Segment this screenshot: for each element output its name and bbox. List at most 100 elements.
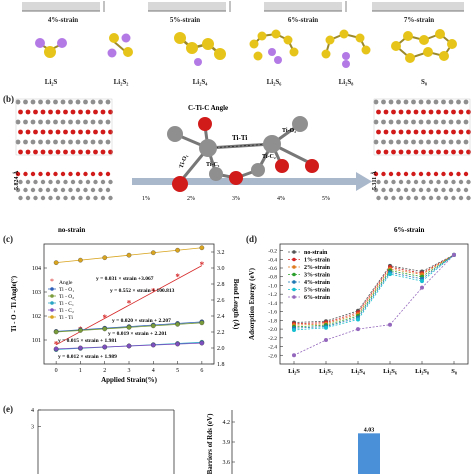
chart-c-xtick-label: 6 [200,368,203,374]
chart-c-point-3-0 [53,329,59,335]
molecules-row [35,29,457,68]
strain-label-4: 4%-strain [47,16,79,24]
slab-6-strain [373,98,471,201]
chart-strain-bond: 0 1 2 3 4 5 6 101 102 103 104 1.8 2.0 2.2 2.4 2.6 2.8 3.0… [10,243,240,384]
chart-d-ytick-label: -1.0 [268,283,277,289]
chart-d-point-6-5 [452,252,456,257]
chart-d-ytick-label: -1.2 [268,292,277,298]
chart-d-ytick-label: -0.2 [268,249,277,255]
chart-c-legend-label: Ti - Ti [59,315,73,321]
chart-d-legend-label: 1%-strain [304,258,331,264]
chart-d-series-line-6 [293,254,455,356]
molecule-label-li2s4: Li₂S₄ [192,78,208,86]
molecule-li2s2 [107,33,133,58]
chart-c-y2tick-label: 3.0 [217,266,225,272]
molecule-li2s8 [321,29,371,68]
chart-c-legend-label: Ti - O₂ [59,294,74,300]
bond-label-tio1: Ti-O₁ [179,154,190,169]
chart-d-series-line-4 [293,254,455,329]
chart-c-legend-label: Ti - O₁ [59,287,74,293]
panel-a-slabs [22,1,464,12]
chart-c-point-1-6 [199,245,205,251]
chart-d-legend-label: 6%-strain [304,295,331,301]
molecule-label-li2s2: Li₂S₂ [113,78,129,86]
chart-e-ylabel: Barriers of Rds (eV) [206,413,214,474]
chart-c-xtick-label: 5 [176,368,179,374]
chart-c-point-3-4 [150,323,156,329]
chart-c-point-5-6 [199,340,205,346]
left-dimension: 5.824 Å [12,170,20,190]
chart-c-y2tick-label: 2.0 [217,346,225,352]
label-no-strain: no-strain [58,226,85,234]
label-6-strain: 6%-strain [394,226,424,234]
chart-d-xtick-label: Li₂S₆ [383,368,397,375]
chart-d-xtick-label: S₈ [451,368,457,375]
chart-d-ytick-label: -2.4 [268,345,277,351]
chart-c-point-1-5 [175,247,180,253]
arrow-tick-2: 2% [187,196,195,202]
chart-d-ytick-label: -1.4 [268,301,277,307]
chart-d-ytick-label: -2.0 [268,327,277,333]
chart-d-ytick-label: -0.6 [268,266,277,272]
molecule-li2s4 [174,32,226,66]
chart-d-legend-marker [292,250,296,254]
chart-d-legend-marker [292,287,296,292]
chart-d-legend-label: 3%-strain [304,273,331,279]
chart-c-legend-marker [50,315,54,319]
chart-c-xtick-label: 0 [55,368,58,374]
chart-e-ytick-label: 4 [31,408,34,414]
chart-d-point-6-1 [324,338,328,342]
arrow-tick-5: 5% [322,196,330,202]
chart-c-equation-4: y = 0.015 × strain + 1.981 [58,338,117,344]
strain-label-6: 6%-strain [287,16,319,24]
strain-arrow [132,172,372,191]
chart-e-ytick-label: 3 [31,424,34,430]
chart-d-point-5-4 [420,279,424,284]
chart-d-legend-label: no-strain [304,250,328,256]
chart-d-ylabel: Adsorption Energy (eV) [248,267,256,340]
right-dimension: 5.311 Å [370,170,378,190]
chart-c-point-0-3: * [127,299,132,309]
chart-d-legend-marker [292,280,296,284]
panel-a: 4%-strain 5%-strain 6%-strain 7%-strain [0,0,474,92]
chart-c-point-0-0: * [54,339,59,349]
chart-d-point-6-2 [356,327,360,332]
chart-d-xtick-label: Li₂S [288,368,300,375]
chart-c-point-5-3 [126,343,132,349]
chart-d-point-6-0 [292,353,296,358]
chart-c-point-1-4 [150,250,156,256]
chart-d-point-6-4 [420,285,424,290]
panel-e-tag: (e) [3,404,13,414]
chart-d-point-5-3 [388,272,392,277]
chart-d-point-5-0 [292,327,296,332]
chart-d-legend-marker [292,265,296,269]
chart-d-ytick-label: -2.2 [268,336,277,342]
chart-c-point-3-2 [102,326,108,332]
chart-c-legend-label: Ti - C₂ [59,308,74,314]
slab-strain-5 [148,1,231,12]
chart-adsorption-energy: -2.6 -2.4 -2.2 -2.0 -1.8 -1.6 -1.4 -1.2 -1.0 -0.8… [248,243,469,375]
chart-c-ytick-label: 103 [32,290,41,296]
chart-e-bar [358,433,380,474]
chart-c-xtick-label: 1 [79,368,82,374]
chart-c-point-3-1 [78,328,83,333]
chart-d-ytick-label: -0.8 [268,275,277,281]
slab-strain-7 [372,2,464,12]
molecule-s8 [391,29,457,63]
chart-c-ytick-label: 104 [32,266,41,272]
molecule-li2s [35,38,67,58]
chart-c-ytick-label: 101 [32,338,41,344]
chart-c-legend-marker [50,287,54,291]
chart-c-point-5-1 [78,345,83,351]
chart-c-equation-1: y = 0.552 × strain + 100.813 [110,288,175,294]
chart-d-legend-label: 5%-strain [304,288,331,294]
chart-c-y2tick-label: 3.2 [217,250,225,256]
chart-c-ylabel: Ti - O - Ti Angle(°) [10,275,18,332]
chart-c-y2tick-label: 2.8 [217,282,225,288]
molecule-label-li2s6: Li₂S₆ [266,78,282,86]
arrow-tick-3: 3% [232,196,240,202]
chart-c-legend-marker [50,308,54,312]
chart-c-point-3-5 [175,321,180,327]
bond-label-tic1: Ti-C₁ [206,162,220,168]
